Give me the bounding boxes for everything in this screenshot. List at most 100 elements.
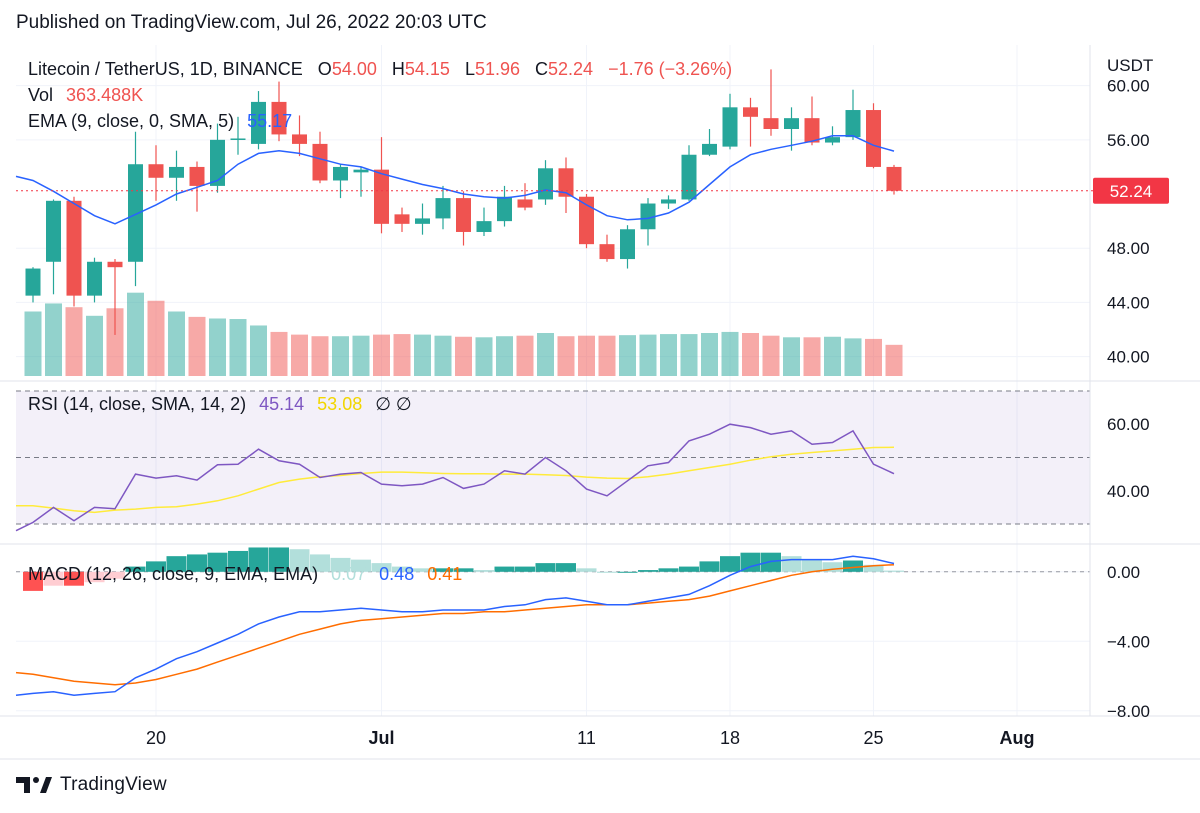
- candle-body[interactable]: [558, 168, 574, 197]
- candle-body[interactable]: [415, 218, 430, 224]
- candle-body[interactable]: [374, 169, 389, 224]
- volume-bar: [742, 333, 759, 376]
- macd-histogram-bar: [125, 566, 146, 572]
- macd-histogram-bar: [822, 562, 843, 572]
- rsi-extra: ∅ ∅: [375, 394, 411, 414]
- time-axis-label[interactable]: Aug: [1000, 728, 1035, 748]
- candle-body[interactable]: [517, 199, 533, 208]
- candle-body[interactable]: [25, 268, 41, 296]
- candle-body[interactable]: [292, 134, 307, 144]
- volume-bar: [24, 311, 42, 376]
- candle-body[interactable]: [825, 137, 840, 143]
- candle-body[interactable]: [476, 221, 492, 232]
- open-label: O: [318, 59, 332, 79]
- close-label: C: [535, 59, 548, 79]
- candle-body[interactable]: [251, 101, 266, 144]
- candlesticks[interactable]: [25, 69, 902, 335]
- candle-body[interactable]: [763, 118, 779, 129]
- candle-body[interactable]: [722, 107, 738, 147]
- macd-legend: MACD (12, 26, close, 9, EMA, EMA) 0.07 0…: [28, 564, 462, 584]
- candle-body[interactable]: [46, 200, 61, 262]
- candle-body[interactable]: [599, 244, 615, 260]
- price-axis-label[interactable]: 44.00: [1107, 293, 1150, 312]
- macd-histogram-bar: [617, 571, 638, 573]
- candle-body[interactable]: [538, 168, 553, 200]
- macd-histogram-bar: [638, 570, 658, 572]
- time-axis-label[interactable]: 25: [863, 728, 883, 748]
- tradingview-logo[interactable]: TradingView: [16, 774, 167, 796]
- candle-body[interactable]: [107, 261, 123, 268]
- candle-body[interactable]: [230, 138, 246, 140]
- candle-body[interactable]: [394, 214, 410, 224]
- price-axis-label[interactable]: 56.00: [1107, 131, 1150, 150]
- candle-body[interactable]: [66, 200, 82, 296]
- candle-body[interactable]: [497, 196, 512, 222]
- candle-body[interactable]: [456, 198, 471, 232]
- candle-body[interactable]: [886, 166, 902, 191]
- time-axis-label[interactable]: 11: [577, 728, 596, 748]
- macd-histogram-bar: [720, 556, 740, 572]
- volume-bar: [475, 337, 493, 376]
- high-value: 54.15: [405, 59, 450, 79]
- volume-bar: [783, 337, 800, 376]
- candle-body[interactable]: [189, 166, 205, 186]
- time-axis-label[interactable]: 18: [720, 728, 740, 748]
- candle-body[interactable]: [353, 169, 369, 173]
- candle-body[interactable]: [148, 164, 164, 178]
- candle-body[interactable]: [579, 196, 594, 245]
- macd-histogram-bar: [658, 568, 679, 572]
- candle-body[interactable]: [271, 101, 287, 135]
- rsi-axis-label[interactable]: 60.00: [1107, 415, 1150, 434]
- volume-bar: [619, 335, 636, 376]
- volume-bar: [865, 338, 882, 376]
- macd-histogram-bar: [494, 566, 515, 572]
- macd-axis-label[interactable]: −4.00: [1107, 632, 1150, 651]
- time-axis-label[interactable]: 20: [146, 728, 166, 748]
- candle-body[interactable]: [804, 118, 820, 143]
- candle-body[interactable]: [743, 107, 758, 117]
- candle-body[interactable]: [312, 143, 328, 181]
- candle-body[interactable]: [661, 199, 676, 204]
- candle-body[interactable]: [620, 229, 635, 260]
- macd-histogram-bar: [843, 560, 863, 572]
- candle-body[interactable]: [210, 139, 225, 186]
- macd-histogram-bar: [761, 552, 781, 572]
- price-axis-label[interactable]: 60.00: [1107, 77, 1150, 96]
- candle-body[interactable]: [845, 110, 861, 138]
- candle-body[interactable]: [681, 154, 697, 200]
- volume-label: Vol: [28, 85, 53, 105]
- macd-histogram-bar: [84, 571, 105, 583]
- volume-bar: [844, 338, 862, 376]
- rsi-line: [15, 423, 895, 532]
- axis-labels[interactable]: 20 Jul 11 18 25 Aug 60.00 56.00 48.00 44.00 40.00 6…: [146, 77, 1150, 748]
- candle-body[interactable]: [169, 166, 184, 178]
- rsi-axis-label[interactable]: 40.00: [1107, 482, 1150, 501]
- candle-body[interactable]: [435, 198, 451, 219]
- time-axis-label[interactable]: Jul: [368, 728, 394, 748]
- macd-histogram-bar: [535, 563, 556, 572]
- candle-body[interactable]: [87, 261, 102, 296]
- macd-axis-label[interactable]: −8.00: [1107, 702, 1150, 721]
- candle-body[interactable]: [640, 203, 656, 230]
- macd-histogram-bar: [371, 563, 392, 572]
- candle-body[interactable]: [333, 166, 348, 181]
- macd-axis-label[interactable]: 0.00: [1107, 563, 1140, 582]
- volume-bar: [373, 334, 390, 376]
- rsi-label: RSI (14, close, SMA, 14, 2): [28, 394, 246, 414]
- candle-body[interactable]: [784, 118, 799, 129]
- symbol-label: Litecoin / TetherUS, 1D, BINANCE: [28, 59, 303, 79]
- macd-histogram-bar: [228, 550, 248, 572]
- volume-bar: [106, 308, 124, 376]
- volume-bar: [188, 316, 206, 376]
- price-axis-label[interactable]: 40.00: [1107, 348, 1150, 367]
- candle-body[interactable]: [128, 164, 143, 262]
- candle-body[interactable]: [702, 143, 717, 155]
- volume-bar: [660, 334, 677, 376]
- open-value: 54.00: [332, 59, 377, 79]
- price-axis-label[interactable]: 48.00: [1107, 239, 1150, 258]
- macd-histogram-bar: [474, 570, 494, 572]
- volume-bar: [455, 336, 472, 376]
- candle-body[interactable]: [866, 110, 881, 167]
- volume-bar: [229, 319, 247, 376]
